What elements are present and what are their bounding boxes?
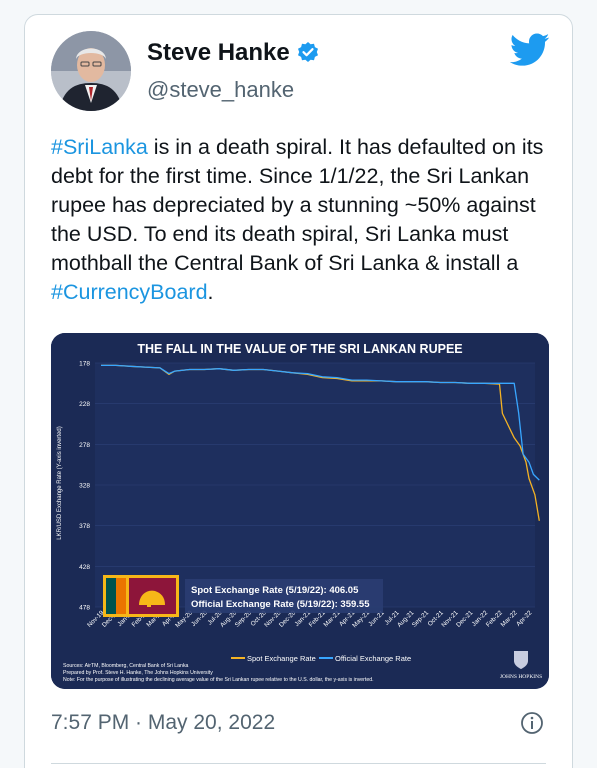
tweet-body-text: is in a death spiral. It has defaulted o…	[51, 135, 544, 275]
annotation-box	[185, 579, 383, 613]
y-axis-label: LKR/USD Exchange Rate (Y-axis inverted)	[57, 426, 63, 540]
info-icon[interactable]	[520, 711, 544, 735]
hashtag-srilanka-link[interactable]: #SriLanka	[51, 135, 148, 159]
y-tick-label: 228	[79, 401, 90, 408]
institution-logo-text: JOHNS HOPKINS	[500, 674, 542, 680]
display-name[interactable]: Steve Hanke	[147, 39, 290, 66]
y-tick-label: 428	[79, 564, 90, 571]
exchange-rate-chart: THE FALL IN THE VALUE OF THE SRI LANKAN …	[51, 333, 549, 689]
avatar[interactable]	[51, 31, 131, 111]
tweet-timestamp[interactable]: 7:57 PM · May 20, 2022	[51, 711, 276, 734]
y-tick-label: 178	[79, 361, 90, 368]
chart-note: Note: For the purpose of illustrating th…	[63, 677, 374, 683]
jhu-shield-icon	[514, 651, 528, 669]
legend-spot-label: Spot Exchange Rate	[247, 654, 316, 663]
handle[interactable]: @steve_hanke	[147, 77, 295, 102]
tweet-card: Steve Hanke @steve_hanke #SriLanka is in…	[24, 14, 573, 768]
twitter-bird-icon[interactable]	[510, 33, 550, 67]
series-layer	[101, 364, 540, 521]
y-tick-label: 378	[79, 523, 90, 530]
sri-lanka-flag-icon	[103, 575, 179, 617]
hashtag-currencyboard-link[interactable]: #CurrencyBoard	[51, 280, 208, 304]
official-annotation: Official Exchange Rate (5/19/22): 359.55	[191, 599, 370, 610]
chart-sources: Sources: AirTM, Bloomberg, Central Bank …	[63, 663, 189, 669]
chart-prepared-by: Prepared by Prof. Steve H. Hanke, The Jo…	[63, 670, 213, 676]
avatar-photo	[51, 31, 131, 111]
verified-badge-icon	[297, 42, 318, 62]
tweet-text: #SriLanka is in a death spiral. It has d…	[51, 133, 551, 307]
y-tick-label: 278	[79, 442, 90, 449]
tweet-body-end: .	[207, 280, 214, 304]
divider	[51, 763, 546, 764]
legend-official-label: Official Exchange Rate	[335, 654, 411, 663]
y-tick-label: 478	[79, 605, 90, 612]
y-tick-label: 328	[79, 483, 90, 490]
chart-title: THE FALL IN THE VALUE OF THE SRI LANKAN …	[137, 342, 462, 356]
spot-annotation: Spot Exchange Rate (5/19/22): 406.05	[191, 585, 359, 596]
official-rate-line	[101, 364, 540, 481]
chart-image[interactable]: THE FALL IN THE VALUE OF THE SRI LANKAN …	[51, 333, 549, 689]
chart-legend: Spot Exchange Rate Official Exchange Rat…	[231, 654, 411, 663]
